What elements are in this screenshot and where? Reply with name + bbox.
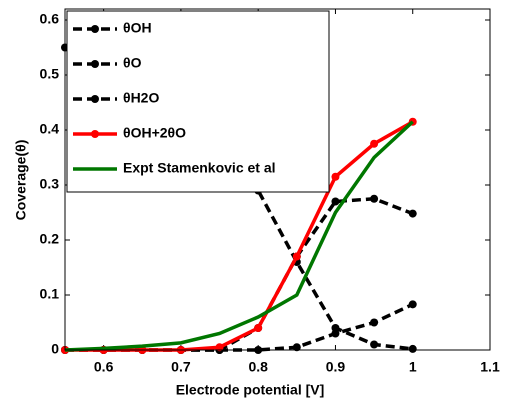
y-tick-label: 0.3 bbox=[40, 176, 60, 192]
legend-label: Expt Stamenkovic et al bbox=[123, 160, 276, 176]
data-point bbox=[331, 324, 340, 332]
data-point bbox=[370, 194, 379, 203]
data-point bbox=[370, 340, 379, 349]
x-axis-label: Electrode potential [V] bbox=[176, 382, 325, 398]
legend-label: θH2O bbox=[123, 90, 159, 106]
data-point bbox=[215, 343, 224, 352]
x-tick-label: 0.7 bbox=[171, 359, 191, 375]
series-line bbox=[64, 120, 414, 352]
x-tick-label: 0.8 bbox=[248, 359, 268, 375]
data-point bbox=[370, 318, 379, 327]
legend-marker bbox=[91, 60, 99, 68]
y-tick-label: 0.6 bbox=[40, 11, 60, 27]
legend-label: θOH+2θO bbox=[123, 125, 186, 141]
axes-box bbox=[64, 8, 491, 351]
y-tick-label: 0.4 bbox=[40, 121, 60, 137]
y-axis-label: Coverage(θ) bbox=[13, 140, 29, 221]
data-point bbox=[331, 329, 340, 338]
x-tick-label: 0.9 bbox=[326, 359, 346, 375]
x-tick-label: 1.1 bbox=[480, 359, 500, 375]
y-tick-label: 0.5 bbox=[40, 66, 60, 82]
data-point bbox=[292, 252, 301, 261]
data-point bbox=[254, 324, 263, 332]
data-point bbox=[331, 172, 340, 181]
legend-marker bbox=[91, 95, 99, 103]
y-tick-label: 0.2 bbox=[40, 231, 60, 247]
data-point bbox=[408, 300, 417, 309]
data-point bbox=[370, 139, 379, 148]
data-point bbox=[331, 197, 340, 206]
legend-marker bbox=[91, 25, 99, 33]
data-point bbox=[292, 343, 301, 352]
legend-box bbox=[66, 10, 330, 193]
data-point bbox=[408, 209, 417, 218]
legend-marker bbox=[91, 130, 99, 138]
y-tick-label: 0.1 bbox=[40, 286, 60, 302]
legend-label: θO bbox=[123, 55, 142, 71]
legend-label: θOH bbox=[123, 20, 152, 36]
x-tick-label: 0.6 bbox=[94, 359, 114, 375]
x-tick-label: 1 bbox=[409, 359, 417, 375]
y-tick-label: 0 bbox=[51, 341, 59, 357]
data-point bbox=[408, 344, 417, 353]
